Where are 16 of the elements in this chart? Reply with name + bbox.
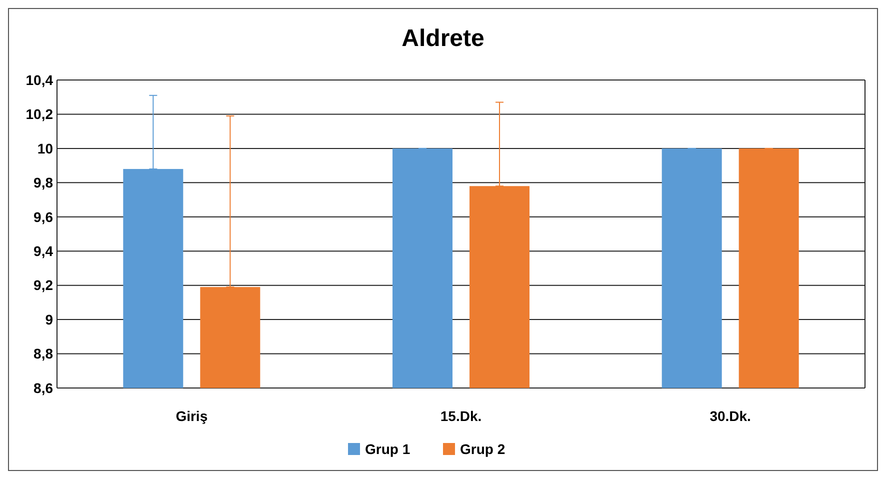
x-tick-label: 30.Dk. [710, 408, 751, 424]
chart-title: Aldrete [402, 25, 484, 52]
y-tick-label: 8,6 [34, 380, 54, 396]
y-tick-label: 9,4 [34, 243, 54, 260]
x-tick-label: 15.Dk. [440, 408, 482, 424]
y-tick-label: 9,6 [34, 208, 54, 225]
legend-label: Grup 2 [460, 440, 506, 457]
y-tick-label: 10,2 [26, 106, 54, 122]
y-tick-label: 9,2 [34, 277, 54, 294]
y-tick-label: 10,4 [26, 72, 54, 88]
y-tick-label: 8,8 [34, 346, 54, 362]
y-tick-label: 9 [45, 311, 54, 328]
y-tick-label: 9,8 [34, 174, 54, 191]
x-tick-label: Giriş [176, 408, 208, 424]
y-tick-label: 10 [37, 140, 54, 156]
legend-label: Grup 1 [365, 440, 410, 457]
